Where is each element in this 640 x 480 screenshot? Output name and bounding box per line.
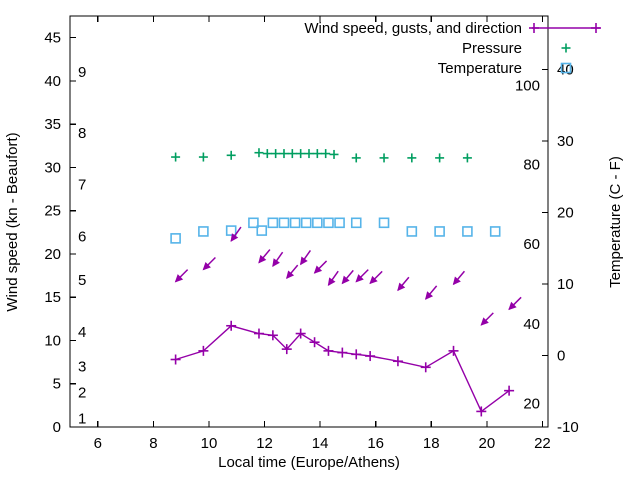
temperature-point [289, 217, 301, 229]
y2-tick-label-f: 100 [515, 77, 540, 94]
temperature-point [323, 217, 334, 229]
gust-arrow-head [202, 261, 211, 271]
legend-sample-marker [560, 62, 572, 74]
y-tick-label: 5 [53, 376, 61, 393]
temperature-point [434, 226, 445, 237]
series-pressure [171, 148, 472, 163]
plot-frame [69, 15, 549, 428]
gust-arrow-head [272, 258, 280, 268]
x-axis-title: Local time (Europe/Athens) [218, 454, 400, 471]
y2-tick-label-f: 20 [523, 395, 540, 412]
y-tick-label: 35 [44, 116, 61, 133]
beaufort-label: 4 [78, 324, 86, 341]
beaufort-label: 6 [78, 229, 86, 246]
legend-label: Pressure [462, 40, 522, 57]
x-axis-ticks: 6 8 10 12 14 16 18 20 22 [94, 16, 551, 452]
plot-border [69, 15, 549, 428]
temperature-point [462, 226, 473, 237]
y-tick-label: 0 [53, 419, 61, 436]
gust-arrow-head [369, 275, 378, 285]
beaufort-label: 5 [78, 272, 86, 289]
temperature-point [300, 217, 312, 229]
y2-tick-label-c: 30 [557, 133, 574, 150]
temperature-point [312, 217, 323, 229]
gust-arrow-head [355, 274, 364, 283]
y-tick-label: 20 [44, 246, 61, 263]
legend-label: Wind speed, gusts, and direction [304, 20, 522, 37]
beaufort-label: 8 [78, 125, 86, 142]
wind-speed-line [175, 325, 510, 413]
beaufort-label: 7 [78, 177, 86, 194]
chart-legend: Wind speed, gusts, and direction Pressure… [304, 20, 601, 77]
gust-arrow-head [424, 291, 434, 300]
y2-tick-label-f: 40 [523, 316, 540, 333]
x-tick-label: 12 [256, 435, 273, 452]
x-tick-label: 22 [534, 435, 551, 452]
x-tick-label: 6 [94, 435, 102, 452]
gust-arrow-head [258, 254, 267, 264]
y2-tick-label-f: 60 [523, 236, 540, 253]
temperature-point [278, 217, 290, 229]
gust-arrow-head [452, 276, 461, 286]
temperature-point [267, 217, 279, 229]
beaufort-label: 3 [78, 358, 86, 375]
series-temperature [170, 217, 501, 244]
gust-arrow-head [508, 301, 517, 311]
y2-axis-labels-fahrenheit: 20 40 60 80 100 [515, 77, 540, 412]
temperature-point [225, 225, 237, 236]
temperature-point [489, 226, 501, 237]
x-tick-label: 20 [479, 435, 496, 452]
temperature-point [248, 217, 259, 229]
gust-arrow-head [300, 256, 308, 266]
y-tick-label: 30 [44, 159, 61, 176]
legend-label: Temperature [438, 60, 522, 77]
y2-tick-label-c: 10 [557, 276, 574, 293]
gust-arrow-head [480, 317, 489, 326]
gust-arrow-head [230, 233, 239, 242]
temperature-point [378, 217, 390, 229]
x-tick-label: 18 [423, 435, 440, 452]
y2-tick-label-c: 0 [557, 348, 565, 365]
temperature-point [170, 233, 181, 244]
beaufort-scale-labels: 1 2 3 4 5 6 7 8 9 [78, 64, 86, 427]
temperature-point [256, 225, 268, 236]
beaufort-label: 1 [78, 410, 86, 427]
gust-arrow-head [174, 274, 184, 283]
gust-arrow-head [397, 282, 406, 292]
gust-arrow-head [286, 270, 295, 280]
series-wind-speed [170, 320, 515, 417]
temperature-point [350, 217, 362, 229]
y2-axis-title: Temperature (C - F) [607, 156, 624, 288]
beaufort-label: 2 [78, 384, 86, 401]
y-axis-title: Wind speed (kn - Beaufort) [4, 132, 21, 311]
y-tick-label: 15 [44, 289, 61, 306]
temperature-point [406, 226, 418, 237]
x-tick-label: 8 [149, 435, 157, 452]
y-axis-ticks: 0 5 10 15 20 25 30 35 40 45 [44, 30, 76, 436]
y2-tick-label-c: -10 [557, 419, 579, 436]
gust-arrow-head [341, 275, 350, 285]
x-tick-label: 14 [312, 435, 329, 452]
y-tick-label: 45 [44, 30, 61, 47]
y-tick-label: 10 [44, 332, 61, 349]
y2-tick-label-c: 20 [557, 205, 574, 222]
y-tick-label: 40 [44, 73, 61, 90]
series-gust-direction-arrows [174, 226, 522, 326]
gust-arrow-head [327, 277, 336, 287]
x-tick-label: 16 [367, 435, 384, 452]
temperature-point [198, 226, 209, 237]
y2-tick-label-f: 80 [523, 157, 540, 174]
beaufort-label: 9 [78, 64, 86, 81]
x-tick-label: 10 [201, 435, 218, 452]
temperature-point [334, 217, 345, 229]
gust-arrow-head [313, 265, 323, 274]
y-tick-label: 25 [44, 203, 61, 220]
